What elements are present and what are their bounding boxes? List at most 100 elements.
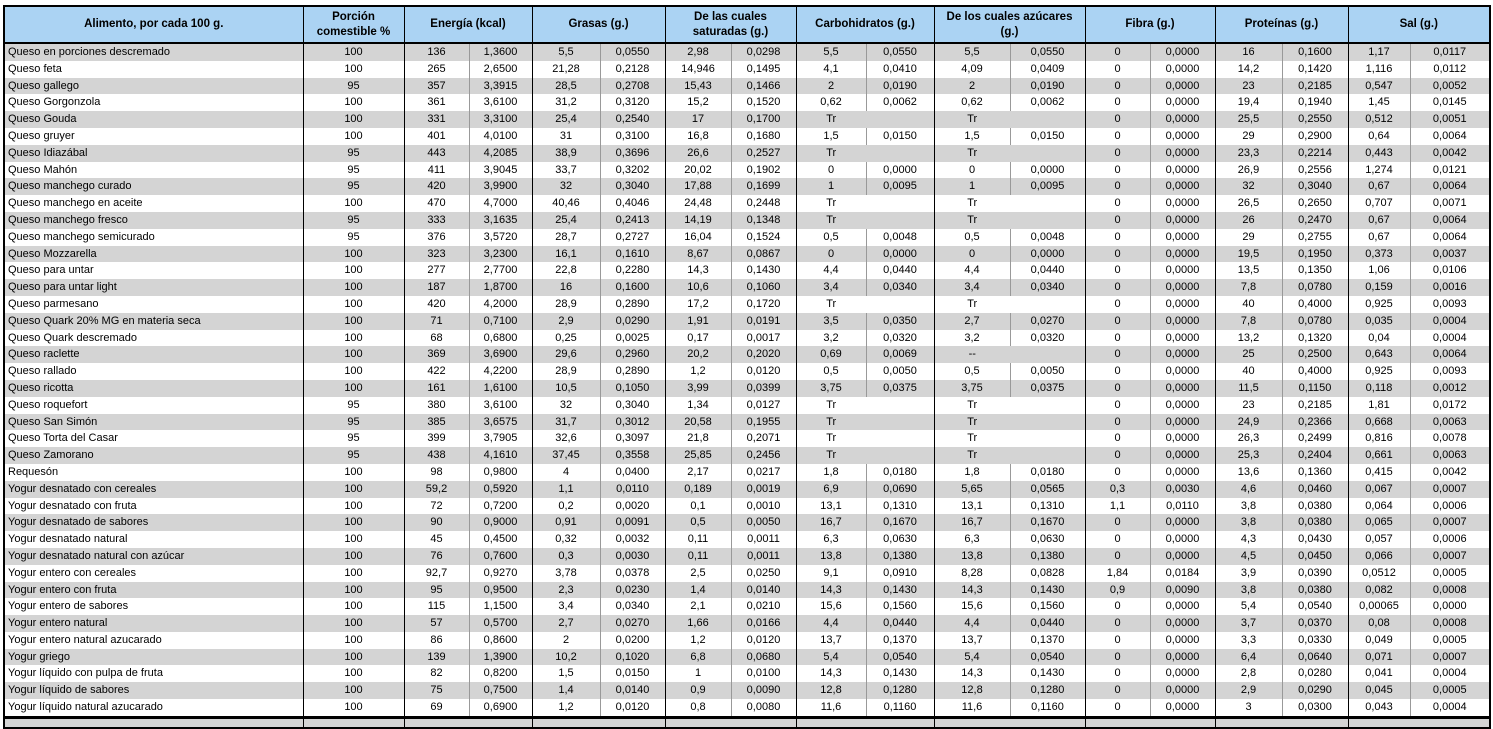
value-per-gram-cell[interactable]: 0,0048 <box>865 228 934 246</box>
column-header[interactable]: Alimento, por cada 100 g. <box>4 6 303 44</box>
value-cell[interactable]: 40,46 <box>531 195 600 212</box>
value-cell[interactable]: 0,11 <box>664 547 731 565</box>
value-cell[interactable]: 19,4 <box>1214 94 1282 112</box>
value-per-gram-cell[interactable] <box>1010 413 1085 431</box>
value-per-gram-cell[interactable]: 0,0050 <box>865 363 934 380</box>
value-per-gram-cell[interactable]: 0,6800 <box>468 329 532 347</box>
value-per-gram-cell[interactable]: 0,0012 <box>1409 379 1490 397</box>
value-per-gram-cell[interactable]: 0,0000 <box>1149 245 1215 263</box>
value-cell[interactable]: 1,8 <box>933 463 1010 481</box>
value-per-gram-cell[interactable]: 0,0230 <box>599 581 665 599</box>
value-cell[interactable]: 23,3 <box>1214 144 1282 162</box>
value-per-gram-cell[interactable]: 0,0000 <box>1149 144 1215 162</box>
value-cell[interactable]: 0,8 <box>664 699 731 719</box>
value-cell[interactable]: 32 <box>1214 178 1282 196</box>
value-cell[interactable]: 115 <box>403 598 469 616</box>
value-per-gram-cell[interactable]: 0,2448 <box>730 195 796 212</box>
value-cell[interactable]: 28,9 <box>531 295 600 313</box>
value-cell[interactable]: Tr <box>933 447 1010 464</box>
value-cell[interactable]: 277 <box>403 262 469 280</box>
value-cell[interactable]: 14,2 <box>1214 60 1282 78</box>
value-per-gram-cell[interactable]: 0,0000 <box>1149 60 1215 78</box>
value-cell[interactable]: 0,925 <box>1347 363 1410 380</box>
edible-portion-cell[interactable]: 95 <box>302 211 404 229</box>
value-per-gram-cell[interactable]: 0,2890 <box>599 295 665 313</box>
value-cell[interactable]: 69 <box>403 699 469 719</box>
value-cell[interactable]: 3,8 <box>1214 514 1282 532</box>
value-per-gram-cell[interactable]: 3,3100 <box>468 111 532 128</box>
edible-portion-cell[interactable]: 100 <box>302 547 404 565</box>
value-per-gram-cell[interactable]: 0,1380 <box>865 547 934 565</box>
value-per-gram-cell[interactable]: 0,1466 <box>730 77 796 95</box>
value-per-gram-cell[interactable]: 0,0000 <box>1149 161 1215 179</box>
edible-portion-cell[interactable]: 100 <box>302 463 404 481</box>
value-per-gram-cell[interactable] <box>1010 111 1085 128</box>
value-per-gram-cell[interactable]: 0,0000 <box>1149 699 1215 719</box>
value-cell[interactable]: 10,5 <box>531 379 600 397</box>
value-per-gram-cell[interactable]: 0,0000 <box>1149 94 1215 112</box>
value-cell[interactable]: 1,4 <box>531 682 600 700</box>
value-cell[interactable]: 0 <box>1084 60 1150 78</box>
value-per-gram-cell[interactable]: 0,0190 <box>1009 77 1085 95</box>
value-cell[interactable]: 17,2 <box>664 295 731 313</box>
value-cell[interactable]: 3,2 <box>933 329 1010 347</box>
value-per-gram-cell[interactable]: 0,0166 <box>730 615 796 632</box>
value-per-gram-cell[interactable]: 0,3097 <box>599 430 665 448</box>
value-cell[interactable]: 2 <box>933 77 1010 95</box>
value-cell[interactable]: 15,6 <box>933 598 1010 616</box>
value-per-gram-cell[interactable]: 0,0191 <box>730 312 796 330</box>
value-cell[interactable]: 19,5 <box>1214 245 1282 263</box>
column-header[interactable]: Porción comestible % <box>302 6 404 44</box>
value-cell[interactable]: 0,67 <box>1347 228 1410 246</box>
value-per-gram-cell[interactable]: 0,0145 <box>1409 94 1490 112</box>
edible-portion-cell[interactable]: 100 <box>302 598 404 616</box>
value-per-gram-cell[interactable]: 0,0063 <box>1409 413 1490 431</box>
value-per-gram-cell[interactable]: 0,1680 <box>730 127 796 145</box>
value-per-gram-cell[interactable]: 0,1495 <box>730 60 796 78</box>
edible-portion-cell[interactable]: 95 <box>302 77 404 95</box>
value-per-gram-cell[interactable]: 0,9000 <box>468 514 532 532</box>
value-cell[interactable]: 92,7 <box>403 564 469 582</box>
value-per-gram-cell[interactable]: 0,2708 <box>599 77 665 95</box>
value-per-gram-cell[interactable]: 0,1150 <box>1281 379 1348 397</box>
value-cell[interactable]: 1,8 <box>795 463 866 481</box>
value-per-gram-cell[interactable]: 0,1370 <box>1009 631 1085 649</box>
value-cell[interactable]: 420 <box>403 295 469 313</box>
value-per-gram-cell[interactable]: 0,2556 <box>1281 161 1348 179</box>
value-per-gram-cell[interactable]: 0,3040 <box>1281 178 1348 196</box>
value-cell[interactable]: 0 <box>1084 396 1150 414</box>
value-per-gram-cell[interactable]: 0,1524 <box>730 228 796 246</box>
edible-portion-cell[interactable]: 100 <box>302 581 404 599</box>
value-cell[interactable]: 0 <box>795 161 866 179</box>
value-per-gram-cell[interactable]: 0,0000 <box>1149 648 1215 666</box>
value-per-gram-cell[interactable]: 0,0410 <box>865 60 934 78</box>
value-per-gram-cell[interactable]: 0,0120 <box>730 631 796 649</box>
value-cell[interactable]: 29,6 <box>531 346 600 364</box>
value-cell[interactable]: 2,9 <box>1214 682 1282 700</box>
value-cell[interactable]: 401 <box>403 127 469 145</box>
value-per-gram-cell[interactable]: 0,0051 <box>1409 111 1490 128</box>
value-cell[interactable]: 0,118 <box>1347 379 1410 397</box>
value-per-gram-cell[interactable]: 0,0093 <box>1409 363 1490 380</box>
edible-portion-cell[interactable]: 100 <box>302 564 404 582</box>
value-per-gram-cell[interactable]: 0,0000 <box>1149 127 1215 145</box>
value-cell[interactable]: 13,8 <box>795 547 866 565</box>
value-per-gram-cell[interactable]: 0,0375 <box>1009 379 1085 397</box>
value-per-gram-cell[interactable]: 0,3100 <box>599 127 665 145</box>
food-name-cell[interactable]: Queso manchego fresco <box>4 211 303 229</box>
value-cell[interactable]: 40 <box>1214 363 1282 380</box>
value-per-gram-cell[interactable]: 0,0000 <box>1149 262 1215 280</box>
value-cell[interactable]: 0 <box>1084 665 1150 683</box>
value-cell[interactable]: 76 <box>403 547 469 565</box>
value-cell[interactable]: 13,5 <box>1214 262 1282 280</box>
value-cell[interactable]: 2,17 <box>664 463 731 481</box>
value-per-gram-cell[interactable] <box>1010 195 1085 212</box>
food-name-cell[interactable]: Yogur entero natural azucarado <box>4 631 303 649</box>
value-cell[interactable]: 4,1 <box>795 60 866 78</box>
value-cell[interactable]: 3,75 <box>795 379 866 397</box>
value-cell[interactable]: 0,071 <box>1347 648 1410 666</box>
value-per-gram-cell[interactable]: 0,0037 <box>1409 245 1490 263</box>
value-cell[interactable]: 369 <box>403 346 469 364</box>
value-cell[interactable]: 13,6 <box>1214 463 1282 481</box>
value-per-gram-cell[interactable]: 3,6575 <box>468 413 532 431</box>
